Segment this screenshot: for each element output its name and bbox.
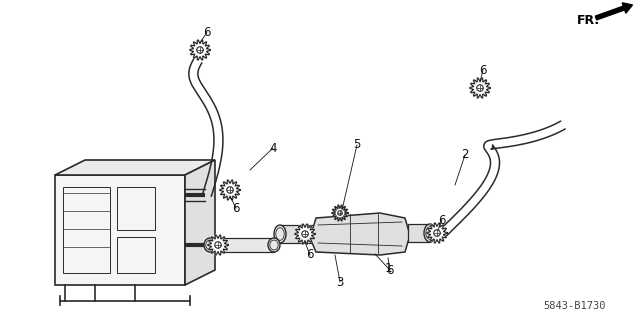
Polygon shape — [470, 78, 490, 98]
Polygon shape — [189, 40, 211, 60]
Polygon shape — [185, 160, 215, 285]
Polygon shape — [220, 180, 240, 200]
Circle shape — [434, 230, 440, 236]
Ellipse shape — [274, 225, 286, 243]
Polygon shape — [55, 175, 185, 285]
Circle shape — [196, 47, 204, 53]
Text: 5: 5 — [353, 138, 361, 152]
Circle shape — [338, 211, 342, 215]
Circle shape — [477, 85, 483, 91]
Text: 5843-B1730: 5843-B1730 — [544, 301, 606, 311]
Circle shape — [227, 187, 233, 193]
Ellipse shape — [204, 238, 216, 252]
Ellipse shape — [268, 238, 280, 252]
Text: 1: 1 — [384, 262, 392, 275]
Polygon shape — [295, 224, 316, 244]
Polygon shape — [208, 235, 228, 255]
Ellipse shape — [424, 224, 436, 242]
Text: 2: 2 — [461, 149, 468, 161]
Text: 6: 6 — [438, 213, 445, 226]
Circle shape — [301, 231, 308, 237]
Text: 6: 6 — [479, 63, 487, 77]
Bar — [210, 238, 274, 252]
Text: 3: 3 — [336, 276, 344, 288]
Text: 6: 6 — [204, 26, 211, 39]
Text: 6: 6 — [232, 202, 240, 214]
Polygon shape — [55, 160, 215, 175]
Bar — [280, 225, 316, 243]
Polygon shape — [310, 213, 410, 255]
Text: 6: 6 — [307, 249, 314, 262]
FancyArrow shape — [595, 3, 632, 20]
Text: 4: 4 — [269, 142, 276, 154]
Polygon shape — [332, 205, 348, 221]
Bar — [408, 224, 430, 242]
Polygon shape — [427, 223, 447, 243]
Circle shape — [215, 242, 221, 248]
Text: FR.: FR. — [577, 13, 600, 26]
Text: 6: 6 — [387, 263, 394, 277]
